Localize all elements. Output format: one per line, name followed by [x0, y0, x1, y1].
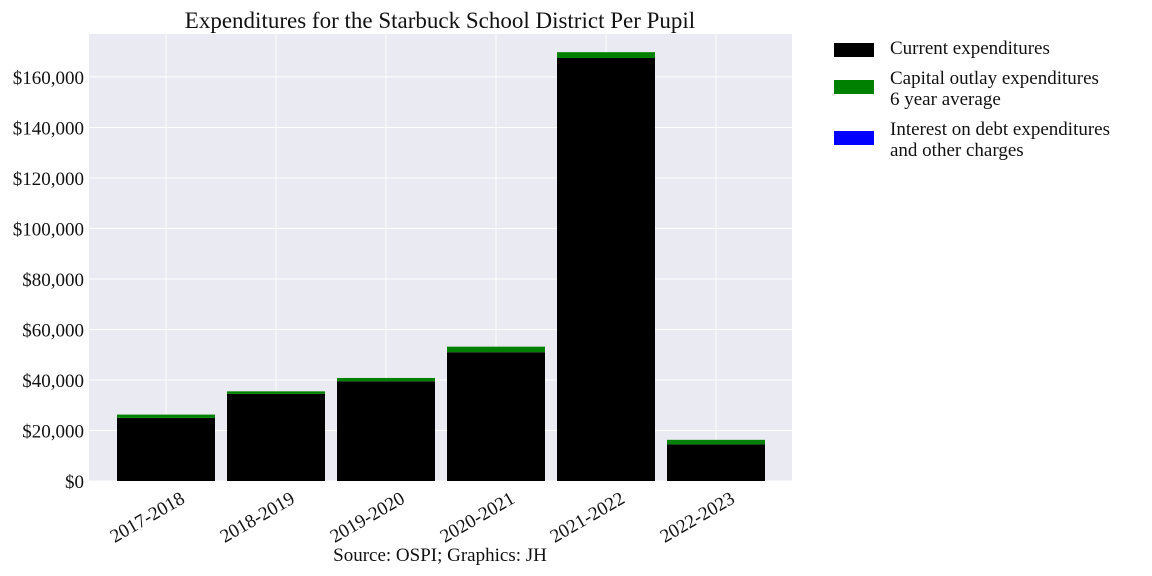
bar-series-0-2017-2018 — [117, 417, 215, 481]
legend-label-interest-line2: and other charges — [890, 140, 1024, 161]
x-tick-label: 2020-2021 — [437, 488, 519, 547]
y-tick-label: $20,000 — [22, 421, 84, 442]
y-tick-label: $160,000 — [13, 68, 84, 89]
legend-item-interest-on-debt: Interest on debt expenditures and other … — [834, 119, 1144, 161]
bar-series-0-2021-2022 — [557, 57, 655, 482]
x-tick-label: 2018-2019 — [217, 488, 299, 547]
y-tick-label: $100,000 — [13, 219, 84, 240]
bar-series-1-2022-2023 — [667, 439, 765, 445]
grid-lines — [89, 34, 792, 482]
y-tick-label: $80,000 — [22, 270, 84, 291]
bar-series-1-2019-2020 — [337, 377, 435, 382]
y-axis-ticks: $0 $20,000 $40,000 $60,000 $80,000 $100,000 $1… — [13, 68, 84, 493]
y-tick-label: $120,000 — [13, 169, 84, 190]
x-tick-label: 2019-2020 — [327, 488, 409, 547]
bar-series-0-2018-2019 — [227, 393, 325, 481]
bar-series-1-2018-2019 — [227, 391, 325, 394]
x-tick-label: 2021-2022 — [547, 488, 629, 547]
x-axis-ticks: 2017-2018 2018-2019 2019-2020 2020-2021 2021… — [107, 488, 739, 547]
legend-label-capital-line1: Capital outlay expenditures — [890, 68, 1099, 89]
source-caption: Source: OSPI; Graphics: JH — [333, 545, 547, 566]
legend-swatch-current — [834, 43, 874, 57]
legend-swatch-capital — [834, 80, 874, 94]
legend-label-capital: Capital outlay expenditures 6 year avera… — [890, 68, 1099, 110]
legend-label-interest: Interest on debt expenditures and other … — [890, 119, 1110, 161]
bars — [117, 52, 765, 482]
y-tick-label: $140,000 — [13, 118, 84, 139]
legend-swatch-interest — [834, 131, 874, 145]
plot-area — [89, 34, 792, 481]
legend-label-capital-line2: 6 year average — [890, 89, 1001, 110]
x-tick-label: 2017-2018 — [107, 488, 189, 547]
y-tick-label: $0 — [65, 472, 84, 493]
bar-series-0-2020-2021 — [447, 352, 545, 481]
legend-item-current-expenditures: Current expenditures — [834, 38, 1144, 59]
y-tick-label: $40,000 — [22, 371, 84, 392]
x-tick-label: 2022-2023 — [657, 488, 739, 547]
bar-series-1-2017-2018 — [117, 414, 215, 418]
y-tick-label: $60,000 — [22, 320, 84, 341]
chart-title: Expenditures for the Starbuck School Dis… — [185, 8, 695, 33]
legend: Current expenditures Capital outlay expe… — [834, 38, 1144, 170]
bar-series-0-2022-2023 — [667, 444, 765, 481]
bar-series-1-2021-2022 — [557, 52, 655, 58]
bar-series-1-2020-2021 — [447, 346, 545, 353]
legend-label-interest-line1: Interest on debt expenditures — [890, 119, 1111, 140]
bar-series-0-2019-2020 — [337, 381, 435, 481]
legend-label-current: Current expenditures — [890, 38, 1050, 59]
legend-item-capital-outlay: Capital outlay expenditures 6 year avera… — [834, 68, 1144, 110]
